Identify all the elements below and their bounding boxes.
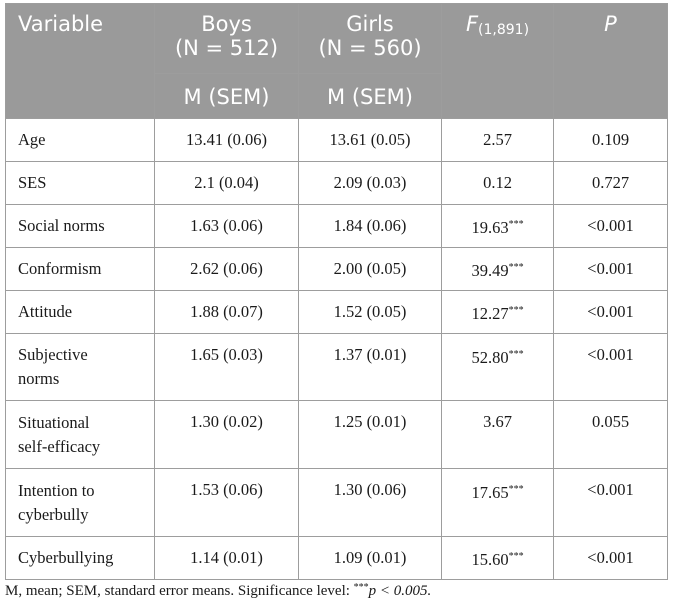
row-boys: 2.1 (0.04) xyxy=(154,161,299,205)
row-p: 0.727 xyxy=(553,161,668,205)
table-body: Age 13.41 (0.06) 13.61 (0.05) 2.57 0.109… xyxy=(5,118,668,580)
row-f-value: 19.63 xyxy=(471,217,509,237)
row-girls: 1.52 (0.05) xyxy=(298,290,442,334)
row-variable: Situational self-efficacy xyxy=(5,400,155,469)
row-boys: 13.41 (0.06) xyxy=(154,118,299,162)
row-f: 19.63*** xyxy=(441,204,554,248)
row-boys: 1.30 (0.02) xyxy=(154,400,299,469)
row-p: <0.001 xyxy=(553,333,668,401)
table-row: Situational self-efficacy 1.30 (0.02) 1.… xyxy=(5,400,668,469)
row-boys: 1.14 (0.01) xyxy=(154,536,299,580)
footnote-sig-mark: *** xyxy=(353,582,369,593)
row-f: 3.67 xyxy=(441,400,554,469)
row-variable-line2: cyberbully xyxy=(18,504,89,524)
header-f-df: (1,891) xyxy=(478,22,530,38)
row-variable: Intention to cyberbully xyxy=(5,468,155,537)
row-variable: Cyberbullying xyxy=(5,536,155,580)
row-variable: Subjective norms xyxy=(5,333,155,401)
row-f-value: 3.67 xyxy=(483,412,512,431)
row-f: 12.27*** xyxy=(441,290,554,334)
row-f-value: 39.49 xyxy=(471,260,509,280)
row-variable: Social norms xyxy=(5,204,155,248)
table-header: Variable Boys (N = 512) Girls (N = 560) … xyxy=(5,3,668,119)
row-girls: 13.61 (0.05) xyxy=(298,118,442,162)
header-f-label: F xyxy=(465,12,479,36)
row-f: 52.80*** xyxy=(441,333,554,401)
row-boys: 2.62 (0.06) xyxy=(154,247,299,291)
footnote-text: M, mean; SEM, standard error means. Sign… xyxy=(5,583,354,599)
row-f-value: 2.57 xyxy=(483,130,512,149)
row-p: <0.001 xyxy=(553,468,668,537)
row-f: 2.57 xyxy=(441,118,554,162)
row-variable: Attitude xyxy=(5,290,155,334)
row-variable-line1: Intention to xyxy=(18,480,95,500)
results-table-container: Variable Boys (N = 512) Girls (N = 560) … xyxy=(5,3,668,580)
row-variable: SES xyxy=(5,161,155,205)
row-f-significance: *** xyxy=(508,550,524,562)
row-f-value: 15.60 xyxy=(471,549,509,569)
row-girls: 2.00 (0.05) xyxy=(298,247,442,291)
table-row: Subjective norms 1.65 (0.03) 1.37 (0.01)… xyxy=(5,333,668,401)
table-row: Conformism 2.62 (0.06) 2.00 (0.05) 39.49… xyxy=(5,247,668,291)
table-row: Attitude 1.88 (0.07) 1.52 (0.05) 12.27**… xyxy=(5,290,668,334)
row-girls: 1.25 (0.01) xyxy=(298,400,442,469)
header-boys-label: Boys xyxy=(201,12,252,36)
header-f-statistic: F(1,891) xyxy=(441,3,554,119)
table-footnote: M, mean; SEM, standard error means. Sign… xyxy=(5,582,667,600)
header-girls: Girls (N = 560) xyxy=(298,3,442,74)
header-girls-n: (N = 560) xyxy=(318,36,422,60)
row-p: 0.055 xyxy=(553,400,668,469)
table-row: Cyberbullying 1.14 (0.01) 1.09 (0.01) 15… xyxy=(5,536,668,580)
row-girls: 1.09 (0.01) xyxy=(298,536,442,580)
row-f: 39.49*** xyxy=(441,247,554,291)
row-variable-line1: Subjective xyxy=(18,345,88,364)
row-f-value: 17.65 xyxy=(471,483,509,502)
row-p: <0.001 xyxy=(553,247,668,291)
row-f-significance: *** xyxy=(508,261,524,273)
header-girls-label: Girls xyxy=(346,12,394,36)
header-boys-n: (N = 512) xyxy=(174,36,279,60)
row-boys: 1.53 (0.06) xyxy=(154,468,299,537)
table-row: SES 2.1 (0.04) 2.09 (0.03) 0.12 0.727 xyxy=(5,161,668,205)
row-variable-line1: Situational xyxy=(18,412,90,432)
row-f: 15.60*** xyxy=(441,536,554,580)
row-f-significance: *** xyxy=(508,304,524,316)
header-boys: Boys (N = 512) xyxy=(154,3,299,74)
header-p-label: P xyxy=(604,12,617,36)
table-row: Social norms 1.63 (0.06) 1.84 (0.06) 19.… xyxy=(5,204,668,248)
row-variable: Age xyxy=(5,118,155,162)
row-f-significance: *** xyxy=(508,218,524,230)
row-girls: 2.09 (0.03) xyxy=(298,161,442,205)
row-f-value: 0.12 xyxy=(483,173,512,192)
row-f-value: 12.27 xyxy=(471,303,509,323)
table-row: Age 13.41 (0.06) 13.61 (0.05) 2.57 0.109 xyxy=(5,118,668,162)
row-girls: 1.30 (0.06) xyxy=(298,468,442,537)
row-variable-line2: self-efficacy xyxy=(18,436,101,456)
row-boys: 1.63 (0.06) xyxy=(154,204,299,248)
row-p: <0.001 xyxy=(553,536,668,580)
row-p: <0.001 xyxy=(553,204,668,248)
row-variable: Conformism xyxy=(5,247,155,291)
row-f: 0.12 xyxy=(441,161,554,205)
row-boys: 1.88 (0.07) xyxy=(154,290,299,334)
header-girls-stat: M (SEM) xyxy=(298,73,442,119)
results-table: Variable Boys (N = 512) Girls (N = 560) … xyxy=(5,3,668,580)
footnote-condition: p < 0.005. xyxy=(368,583,432,599)
header-variable: Variable xyxy=(5,3,155,119)
row-p: <0.001 xyxy=(553,290,668,334)
row-girls: 1.37 (0.01) xyxy=(298,333,442,401)
row-variable-line2: norms xyxy=(18,369,60,388)
header-boys-stat: M (SEM) xyxy=(154,73,299,119)
header-p-value: P xyxy=(553,3,668,119)
row-girls: 1.84 (0.06) xyxy=(298,204,442,248)
row-f: 17.65*** xyxy=(441,468,554,537)
table-row: Intention to cyberbully 1.53 (0.06) 1.30… xyxy=(5,468,668,537)
row-boys: 1.65 (0.03) xyxy=(154,333,299,401)
row-f-value: 52.80 xyxy=(471,348,509,367)
row-p: 0.109 xyxy=(553,118,668,162)
row-f-significance: *** xyxy=(508,484,524,495)
row-f-significance: *** xyxy=(508,349,524,360)
